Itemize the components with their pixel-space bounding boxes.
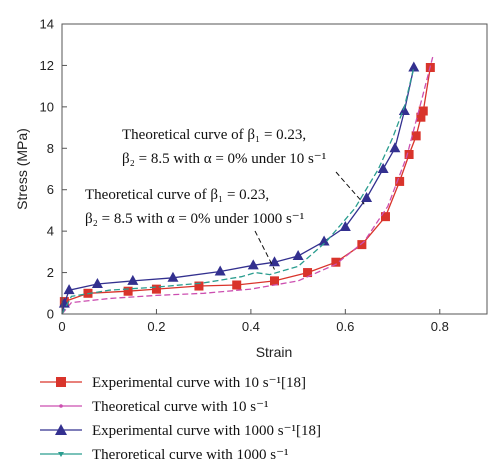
legend-swatch-exp-10	[40, 377, 82, 387]
series-line-theory-10	[61, 56, 434, 315]
annotation-10-line2: β₂ = 8.5 with α = 0% under 10 s⁻¹	[122, 151, 326, 167]
point-exp-1000	[318, 235, 330, 246]
y-tick-label: 0	[47, 307, 54, 322]
point-exp-10	[270, 276, 279, 286]
y-tick-label: 8	[47, 141, 54, 156]
legend-item-exp-10: Experimental curve with 10 s⁻¹[18]	[38, 370, 478, 394]
legend-item-theory-10: Theoretical curve with 10 s⁻¹	[38, 394, 478, 418]
x-tick-label: 0.6	[336, 319, 354, 334]
annotation-10-line1: Theoretical curve of β₁ = 0.23,	[122, 127, 306, 143]
point-exp-1000	[292, 250, 304, 260]
point-exp-1000	[389, 142, 401, 153]
y-tick-label: 12	[40, 58, 54, 73]
point-exp-10	[151, 284, 161, 294]
point-exp-10	[303, 268, 313, 278]
plot-frame	[61, 23, 488, 315]
legend-label-theory-10: Theoretical curve with 10 s⁻¹	[92, 398, 269, 415]
point-exp-1000	[377, 163, 389, 173]
point-exp-1000	[339, 221, 351, 231]
point-exp-10	[123, 286, 133, 296]
point-exp-1000	[167, 271, 179, 282]
y-tick-label: 10	[40, 99, 54, 114]
annotation-1000-arrow	[254, 230, 275, 270]
point-exp-1000	[63, 284, 75, 295]
y-tick-label: 6	[47, 182, 54, 197]
x-tick-label: 0.4	[242, 319, 260, 334]
annotation-10: Theoretical curve of β₁ = 0.23, β₂ = 8.5…	[115, 121, 365, 205]
point-exp-10	[357, 240, 367, 250]
annotation-10-arrow	[335, 171, 365, 205]
series-line-theory-1000	[61, 67, 415, 315]
point-exp-10	[331, 257, 341, 267]
x-tick-label: 0	[58, 319, 65, 334]
point-exp-10	[418, 106, 428, 116]
legend-item-exp-1000: Experimental curve with 1000 s⁻¹[18]	[38, 418, 478, 442]
point-exp-10	[411, 131, 421, 141]
point-exp-10	[194, 281, 204, 291]
point-exp-10	[404, 150, 414, 159]
annotation-1000-line2: β₂ = 8.5 with α = 0% under 1000 s⁻¹	[85, 211, 304, 227]
y-axis-title: Stress (MPa)	[14, 128, 30, 210]
legend-swatch-exp-1000	[40, 424, 82, 435]
point-exp-10	[232, 280, 242, 290]
legend-swatch-theory-10	[40, 404, 82, 408]
point-exp-10	[395, 176, 405, 186]
legend-item-theory-1000: Theroretical curve with 1000 s⁻¹	[38, 442, 478, 466]
point-exp-1000	[127, 274, 139, 285]
point-exp-10	[416, 112, 426, 122]
y-tick-label: 4	[47, 224, 54, 239]
y-tick-label: 2	[47, 265, 54, 280]
point-exp-1000	[247, 259, 259, 270]
legend-label-exp-10: Experimental curve with 10 s⁻¹[18]	[92, 374, 307, 391]
legend: Experimental curve with 10 s⁻¹[18] Theor…	[38, 370, 478, 466]
point-exp-1000	[214, 265, 226, 276]
annotation-1000: Theoretical curve of β₁ = 0.23, β₂ = 8.5…	[78, 180, 328, 270]
y-tick-label: 14	[40, 17, 54, 32]
point-exp-1000	[408, 61, 420, 72]
legend-label-exp-1000: Experimental curve with 1000 s⁻¹[18]	[92, 422, 322, 439]
annotation-1000-line1: Theoretical curve of β₁ = 0.23,	[85, 187, 269, 203]
x-tick-label: 0.8	[431, 319, 449, 334]
legend-label-theory-1000: Theroretical curve with 1000 s⁻¹	[92, 446, 289, 463]
point-exp-10	[380, 212, 390, 222]
point-exp-1000	[361, 192, 373, 202]
x-tick-label: 0.2	[147, 319, 165, 334]
point-exp-1000	[91, 277, 103, 288]
legend-swatch-theory-1000	[40, 452, 82, 457]
x-axis-title: Strain	[256, 344, 293, 360]
point-exp-1000	[398, 105, 410, 115]
chart: 0 0.2 0.4 0.6 0.8 0 2 4 6 8 10 12 14 Stress (MPa) St…	[14, 17, 488, 360]
